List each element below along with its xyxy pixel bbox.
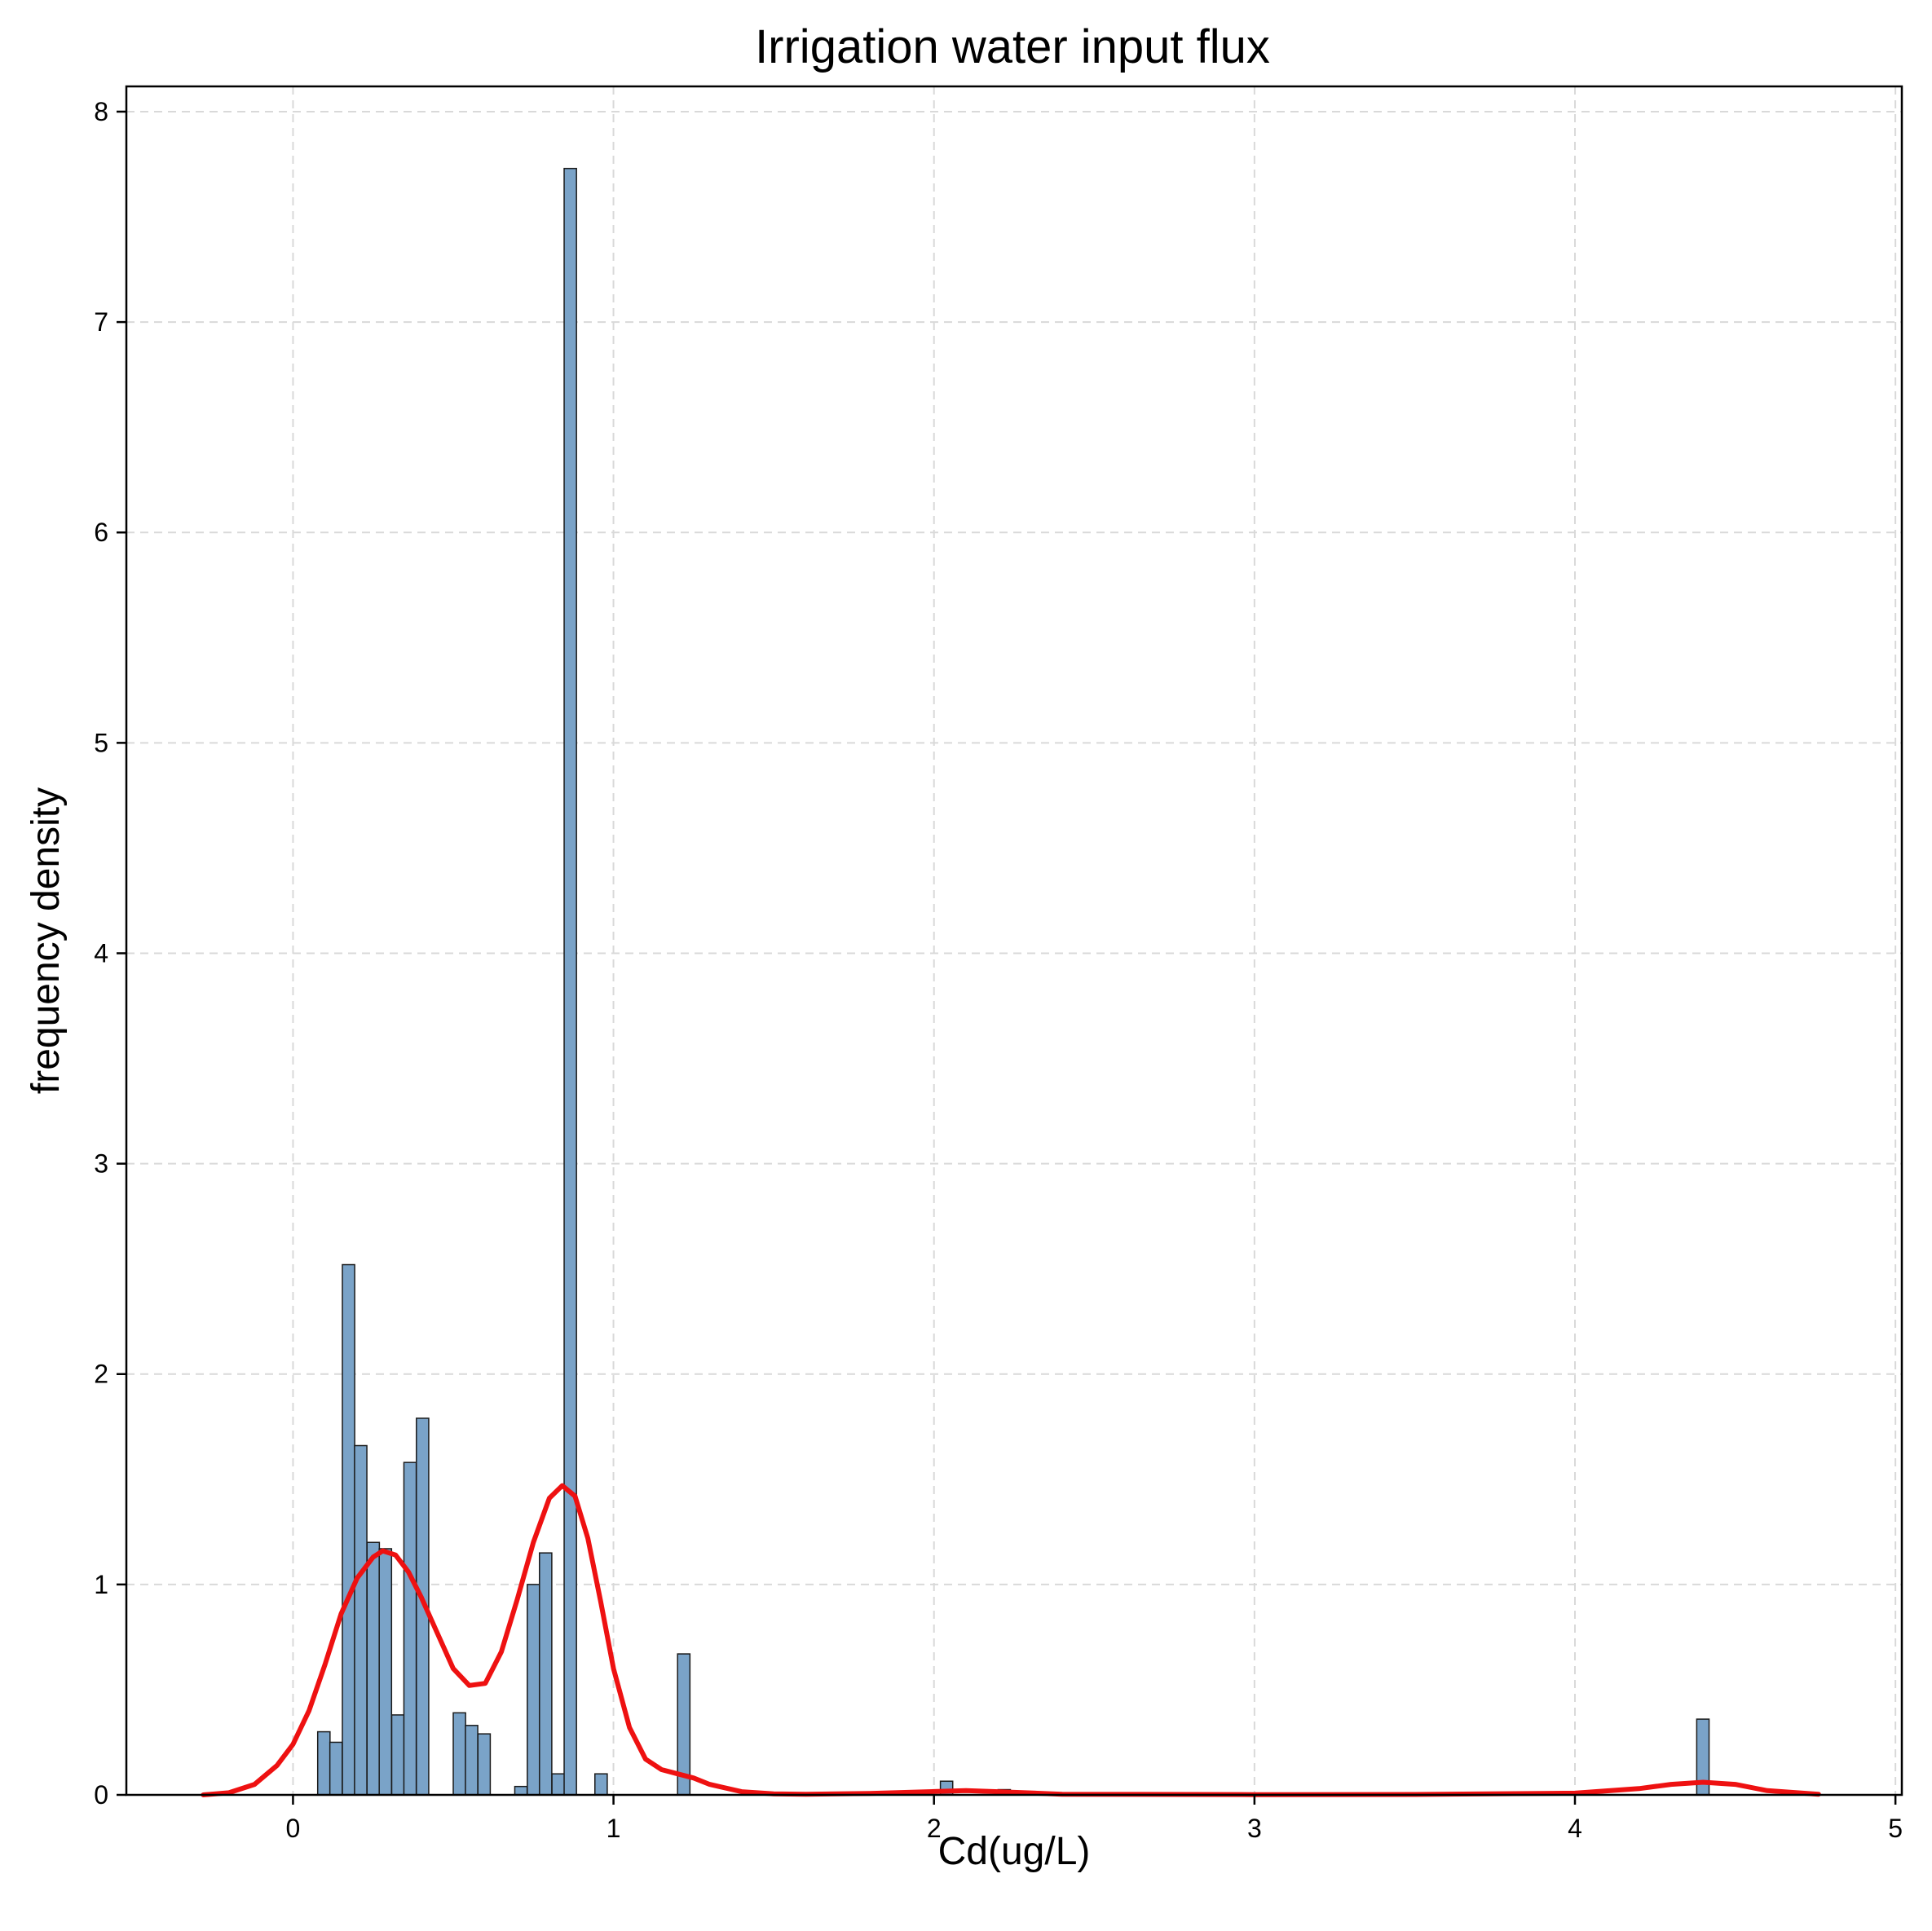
chart-title: Irrigation water input flux xyxy=(755,20,1270,73)
histogram-bar-15 xyxy=(551,1773,565,1796)
x-tick-label-3: 3 xyxy=(1247,1814,1262,1843)
histogram-bar-14 xyxy=(539,1552,553,1796)
histogram-bar-4 xyxy=(366,1541,381,1796)
histogram-bar-13 xyxy=(527,1584,540,1796)
histogram-bar-2 xyxy=(342,1263,355,1796)
y-tick-label-6: 6 xyxy=(94,518,108,547)
y-tick-label-1: 1 xyxy=(94,1570,108,1599)
y-tick-label-5: 5 xyxy=(94,728,108,757)
histogram-bar-12 xyxy=(514,1785,528,1796)
y-tick-label-8: 8 xyxy=(94,97,108,126)
x-tick-label-0: 0 xyxy=(286,1814,301,1843)
histogram-bar-6 xyxy=(390,1714,405,1796)
y-tick-label-3: 3 xyxy=(94,1149,108,1179)
histogram-bars xyxy=(316,167,1710,1796)
y-axis-label: frequency density xyxy=(24,787,68,1094)
histogram-bar-16 xyxy=(563,167,577,1796)
histogram-bar-11 xyxy=(477,1733,492,1796)
plot-frame xyxy=(125,85,1903,1797)
kde-curve xyxy=(201,1483,1821,1797)
y-axis-ticks: 0 1 2 3 4 5 6 7 8 xyxy=(94,97,126,1810)
histogram-bar-9 xyxy=(452,1712,466,1796)
x-tick-label-1: 1 xyxy=(607,1814,621,1843)
x-tick-label-4: 4 xyxy=(1568,1814,1582,1843)
y-tick-label-2: 2 xyxy=(94,1360,108,1389)
x-tick-label-5: 5 xyxy=(1888,1814,1903,1843)
gridlines xyxy=(126,86,1902,1796)
histogram-bar-17 xyxy=(594,1773,608,1796)
histogram-bar-0 xyxy=(316,1730,331,1796)
y-tick-label-7: 7 xyxy=(94,307,108,337)
histogram-bar-5 xyxy=(378,1548,393,1796)
kde-curve-layer xyxy=(201,1483,1821,1797)
x-axis-label: Cd(ug/L) xyxy=(938,1830,1091,1873)
histogram-bar-7 xyxy=(403,1461,417,1796)
y-tick-label-4: 4 xyxy=(94,938,108,968)
y-tick-label-0: 0 xyxy=(94,1780,108,1810)
histogram-bar-1 xyxy=(329,1741,343,1796)
histogram-bar-10 xyxy=(465,1725,479,1796)
histogram-bar-3 xyxy=(354,1444,368,1796)
x-tick-label-2: 2 xyxy=(927,1814,942,1843)
x-axis-ticks: 0 1 2 3 4 5 xyxy=(286,1795,1903,1843)
